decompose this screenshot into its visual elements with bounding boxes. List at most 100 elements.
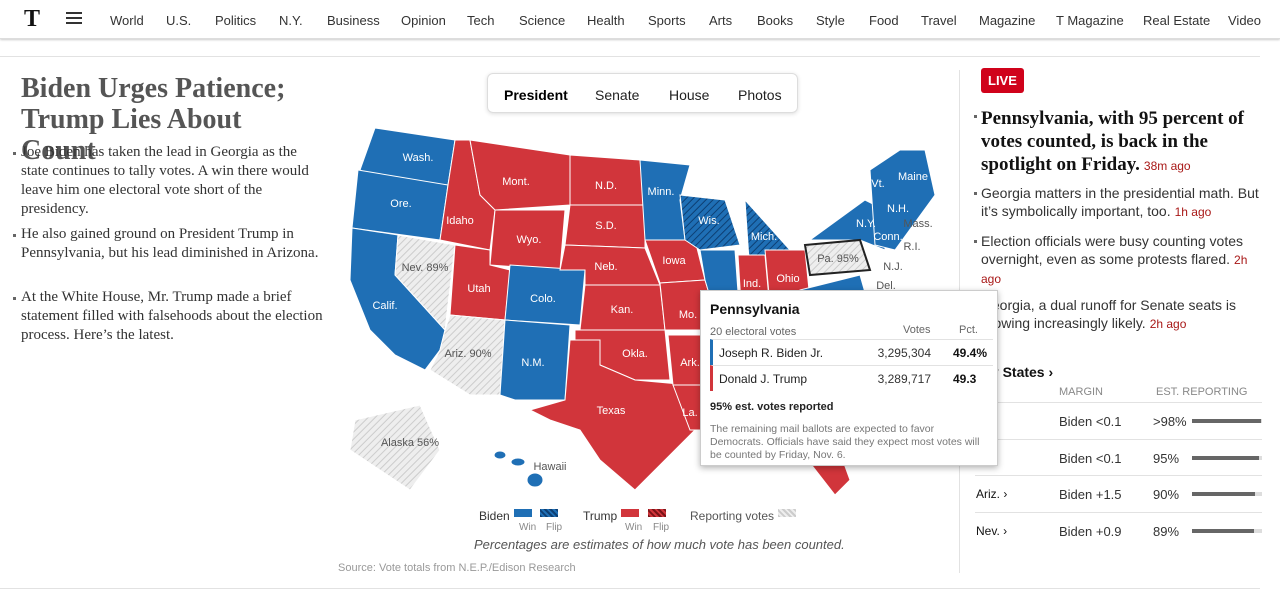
state[interactable] xyxy=(679,194,741,251)
tab[interactable]: Senate xyxy=(595,87,640,103)
state[interactable] xyxy=(528,339,696,491)
state[interactable] xyxy=(510,457,526,467)
menu-icon[interactable] xyxy=(66,12,82,14)
nav-link[interactable]: Politics xyxy=(215,13,257,28)
us-map: Wash. Ore. Calif. Idaho Nev. 89% Mont. Wyo. Uta… xyxy=(349,127,936,496)
reporting: 89% xyxy=(1153,523,1180,539)
divider xyxy=(0,588,1260,589)
est-pct: 95% xyxy=(710,401,733,413)
state[interactable] xyxy=(349,404,441,491)
nav-link[interactable]: Opinion xyxy=(401,13,446,28)
logo[interactable]: T xyxy=(24,6,41,32)
summary-bullet[interactable]: Joe Biden has taken the lead in Georgia … xyxy=(13,143,326,219)
headline[interactable]: Biden Urges Patience; Trump Lies About C… xyxy=(21,73,286,166)
live-item[interactable]: Georgia matters in the presidential math… xyxy=(974,184,1266,221)
state-label: Hawaii xyxy=(533,461,566,473)
nav-link[interactable]: Arts xyxy=(709,13,733,28)
nav-link[interactable]: Health xyxy=(587,13,625,28)
row-divider xyxy=(975,511,1262,513)
state-label: Ariz. 90% xyxy=(444,348,491,360)
state-label: Ohio xyxy=(776,273,799,285)
state[interactable] xyxy=(469,139,571,211)
live-time: 2h ago xyxy=(1149,317,1187,331)
row-divider xyxy=(975,402,1262,403)
summary-bullet[interactable]: At the White House, Mr. Trump made a bri… xyxy=(13,288,326,345)
nav-link[interactable]: Travel xyxy=(921,13,957,28)
nav-link[interactable]: Sports xyxy=(648,13,686,28)
margin: Biden +1.5 xyxy=(1059,487,1122,502)
row-divider xyxy=(975,475,1262,476)
state-label: Mo. xyxy=(679,309,697,321)
legend-swatch xyxy=(540,509,558,517)
live-item[interactable]: Georgia, a dual runoff for Senate seats … xyxy=(974,296,1266,333)
divider xyxy=(0,56,1260,57)
tooltip-note: The remaining mail ballots are expected … xyxy=(710,423,980,461)
nav-link[interactable]: T Magazine xyxy=(1056,13,1124,28)
state-label: Wis. xyxy=(698,215,719,227)
candidate-name: Donald J. Trump xyxy=(719,372,808,386)
state-label: Conn. xyxy=(873,231,902,243)
state-label: Colo. xyxy=(530,293,556,305)
live-text: Pennsylvania, with 95 percent of votes c… xyxy=(981,108,1245,175)
live-text: Georgia, a dual runoff for Senate seats … xyxy=(981,297,1237,331)
nav-link[interactable]: Magazine xyxy=(979,13,1036,28)
state[interactable] xyxy=(499,319,571,401)
nav-link[interactable]: Real Estate xyxy=(1143,13,1211,28)
est-reported: 95% est. votes reported xyxy=(710,401,834,413)
top-nav: T World U.S. Politics N.Y. Business Opinion Te… xyxy=(0,0,1280,39)
nav-link[interactable]: N.Y. xyxy=(279,13,303,28)
nav-link[interactable]: Books xyxy=(757,13,794,28)
col-header: Votes xyxy=(903,324,931,336)
nav-link[interactable]: Tech xyxy=(467,13,495,28)
state[interactable] xyxy=(803,238,872,277)
reporting: 95% xyxy=(1153,450,1180,466)
reporting-bar xyxy=(1192,455,1259,460)
state-label: Mich. xyxy=(751,231,777,243)
tooltip-title: Pennsylvania xyxy=(710,301,800,317)
reporting-bar xyxy=(1192,528,1255,533)
state-label: Ark. xyxy=(680,357,700,369)
map-legend: Biden Win Flip Trump Win Flip Reporting votes xyxy=(470,505,820,535)
tab[interactable]: Photos xyxy=(738,87,782,103)
nav-link[interactable]: Video xyxy=(1228,13,1262,28)
state[interactable] xyxy=(493,450,507,460)
nav-link[interactable]: U.S. xyxy=(166,13,192,28)
state-tooltip: Pennsylvania 20 electoral votes Votes Pct. J… xyxy=(700,290,998,466)
legend-label: Biden xyxy=(479,509,510,523)
state-label: Nev. 89% xyxy=(402,262,449,274)
state[interactable] xyxy=(526,472,544,488)
margin: Biden +0.9 xyxy=(1059,523,1122,539)
nav-link[interactable]: Business xyxy=(327,13,380,28)
candidate-votes: 3,295,304 xyxy=(877,346,931,360)
live-text: Georgia matters in the presidential math… xyxy=(981,185,1259,219)
state-name[interactable]: Nev. › xyxy=(976,523,1008,538)
col-header: MARGIN xyxy=(1059,386,1103,398)
state-label: Maine xyxy=(898,171,928,183)
tab[interactable]: President xyxy=(504,87,568,103)
legend-sub: Win xyxy=(519,522,537,533)
summary-bullet[interactable]: He also gained ground on President Trump… xyxy=(13,225,326,263)
state-label: La. xyxy=(682,407,697,419)
margin: Biden <0.1 xyxy=(1059,414,1122,429)
state-label: Neb. xyxy=(594,261,617,273)
state-label: Minn. xyxy=(648,186,675,198)
live-item[interactable]: Pennsylvania, with 95 percent of votes c… xyxy=(974,107,1261,178)
legend-sub: Flip xyxy=(653,522,670,533)
nav-link[interactable]: World xyxy=(110,13,144,28)
legend-label: Reporting votes xyxy=(690,509,775,523)
tab[interactable]: House xyxy=(669,87,710,103)
state-label: N.J. xyxy=(883,261,903,273)
state-name[interactable]: Ariz. › xyxy=(976,487,1008,501)
nav-link[interactable]: Science xyxy=(519,13,566,28)
legend-sub: Flip xyxy=(546,522,563,533)
map-caption: Percentages are estimates of how much vo… xyxy=(474,537,845,552)
nav-link[interactable]: Style xyxy=(816,13,845,28)
live-time: 1h ago xyxy=(1174,205,1212,219)
state[interactable] xyxy=(869,149,936,251)
state-label: Mont. xyxy=(502,176,530,188)
nav-link[interactable]: Food xyxy=(869,13,899,28)
col-header: EST. REPORTING xyxy=(1156,386,1248,398)
state-label: Ind. xyxy=(743,278,761,290)
live-item[interactable]: Election officials were busy counting vo… xyxy=(974,232,1266,288)
